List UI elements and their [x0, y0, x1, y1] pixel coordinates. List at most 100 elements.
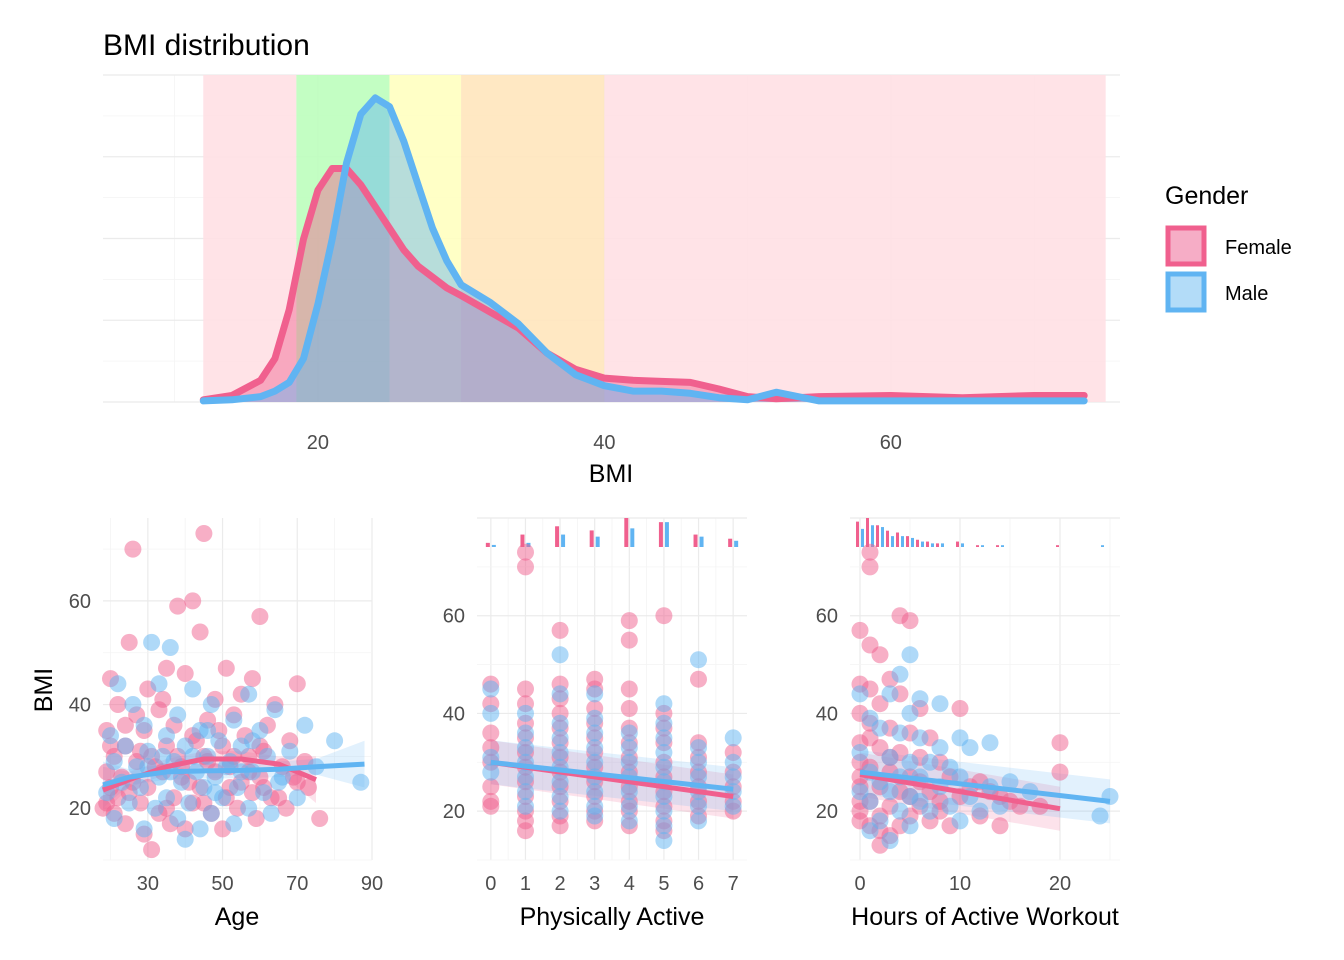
scatter-point-female [551, 621, 569, 639]
scatter-point-male [517, 783, 534, 801]
scatter-point-female [551, 817, 569, 835]
scatter-point-male [139, 742, 157, 760]
histogram-bar-male [871, 525, 874, 547]
scatter-point-male [109, 675, 127, 693]
scatter-point-male [931, 695, 949, 713]
scatter-point-male [655, 758, 673, 776]
histogram-bar-female [589, 530, 594, 547]
scatter-point-male [891, 802, 909, 820]
physically-active-x-axis-label: Physically Active [520, 903, 705, 931]
y-tick-label: 40 [443, 703, 465, 725]
scatter-point-male [586, 807, 604, 825]
chart-title: BMI distribution [103, 29, 310, 62]
scatter-point-male [240, 799, 258, 817]
scatter-point-male [296, 716, 314, 734]
scatter-point-male [482, 680, 500, 698]
x-tick-label: 7 [728, 873, 739, 895]
scatter-point-male [352, 773, 370, 791]
scatter-point-male [517, 724, 534, 742]
scatter-point-male [891, 665, 909, 683]
scatter-point-female [300, 779, 317, 796]
legend-key-female [1165, 225, 1207, 267]
scatter-point-male [881, 832, 899, 849]
density-x-tick-label: 60 [880, 432, 902, 454]
scatter-point-male [941, 797, 959, 815]
scatter-point-male [173, 773, 190, 791]
scatter-point-female [991, 817, 1009, 835]
histogram-bar-male [921, 541, 924, 547]
y-tick-label: 40 [69, 695, 91, 717]
histogram-bar-female [624, 518, 629, 547]
scatter-point-female [517, 822, 534, 840]
histogram-bar-male [664, 522, 669, 547]
scatter-point-male [229, 779, 246, 796]
scatter-point-male [199, 722, 217, 739]
histogram-bar-female [856, 521, 859, 547]
histogram-bar-male [491, 544, 496, 547]
scatter-point-male [851, 685, 869, 703]
bmi-y-axis-label: BMI [30, 668, 58, 712]
scatter-point-male [180, 794, 198, 812]
scatter-point-female [655, 607, 673, 625]
histogram-bar-female [876, 525, 879, 547]
scatter-point-male [551, 788, 569, 805]
age-x-axis-label: Age [215, 903, 259, 931]
histogram-bar-male [734, 540, 739, 547]
scatter-point-male [124, 696, 142, 713]
scatter-point-male [871, 719, 889, 737]
y-tick-label: 20 [69, 798, 91, 820]
scatter-point-male [270, 773, 288, 791]
scatter-point-female [109, 696, 127, 713]
scatter-point-male [971, 802, 989, 820]
scatter-point-male [255, 784, 273, 802]
scatter-point-male [482, 763, 500, 781]
scatter-point-male [724, 797, 742, 815]
scatter-point-male [655, 817, 673, 835]
scatter-point-male [266, 701, 284, 719]
histogram-bar-male [891, 536, 894, 547]
scatter-point-male [620, 783, 638, 801]
scatter-point-male [551, 802, 569, 820]
scatter-point-male [161, 639, 179, 656]
bmi-category-band [461, 75, 605, 402]
scatter-point-male [135, 716, 153, 734]
scatter-point-male [517, 704, 534, 722]
scatter-point-male [991, 797, 1009, 815]
scatter-point-male [690, 739, 707, 757]
scatter-point-female [517, 543, 534, 561]
scatter-point-male [551, 646, 569, 664]
scatter-point-female [1051, 734, 1069, 752]
scatter-point-male [240, 685, 258, 703]
density-x-tick-label: 20 [307, 432, 329, 454]
scatter-point-male [881, 685, 899, 703]
density-panel: 20 40 60 [103, 74, 1120, 454]
histogram-bar-female [926, 541, 929, 547]
scatter-point-female [482, 724, 500, 742]
scatter-age-panel: 30 50 70 90 20 40 60 [69, 518, 383, 895]
scatter-point-female [176, 665, 194, 682]
x-tick-label: 4 [624, 873, 635, 895]
scatter-point-female [195, 525, 213, 542]
x-tick-label: 30 [137, 873, 159, 895]
scatter-point-male [690, 797, 707, 815]
scatter-point-male [158, 789, 175, 807]
scatter-point-male [901, 753, 919, 771]
scatter-point-male [551, 685, 569, 703]
scatter-point-male [225, 711, 243, 729]
scatter-point-male [176, 830, 194, 848]
scatter-point-male [655, 802, 673, 820]
scatter-point-male [724, 753, 742, 771]
scatter-point-female [169, 597, 187, 615]
bmi-category-band [604, 75, 1106, 402]
scatter-point-female [620, 612, 638, 630]
scatter-point-male [158, 727, 175, 745]
scatter-point-female [143, 841, 161, 859]
scatter-point-female [288, 675, 306, 693]
scatter-point-male [169, 706, 187, 724]
histogram-bar-female [693, 534, 698, 547]
scatter-point-male [655, 832, 673, 849]
scatter-point-female [116, 716, 134, 734]
histogram-bar-female [866, 518, 869, 547]
scatter-point-male [551, 714, 569, 732]
